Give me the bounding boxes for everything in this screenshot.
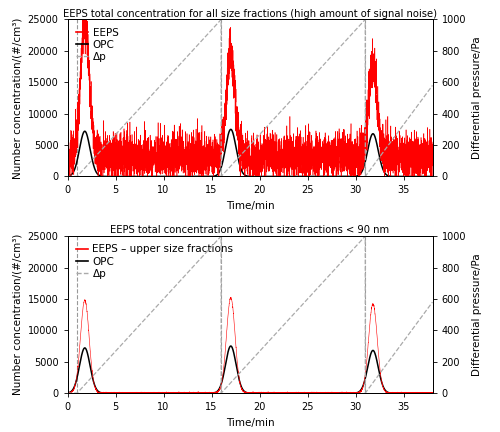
Legend: EEPS – upper size fractions, OPC, Δp: EEPS – upper size fractions, OPC, Δp [72, 241, 236, 282]
Y-axis label: Differential pressure/Pa: Differential pressure/Pa [472, 37, 482, 159]
Y-axis label: Differential pressure/Pa: Differential pressure/Pa [472, 253, 482, 376]
Legend: EEPS, OPC, Δp: EEPS, OPC, Δp [72, 25, 122, 65]
Y-axis label: Number concentration/(#/cm³): Number concentration/(#/cm³) [12, 17, 22, 178]
Title: EEPS total concentration for all size fractions (high amount of signal noise): EEPS total concentration for all size fr… [63, 9, 437, 19]
Title: EEPS total concentration without size fractions < 90 nm: EEPS total concentration without size fr… [110, 226, 390, 235]
Y-axis label: Number concentration/(#/cm³): Number concentration/(#/cm³) [12, 234, 22, 395]
X-axis label: Time/min: Time/min [226, 418, 274, 428]
X-axis label: Time/min: Time/min [226, 201, 274, 211]
